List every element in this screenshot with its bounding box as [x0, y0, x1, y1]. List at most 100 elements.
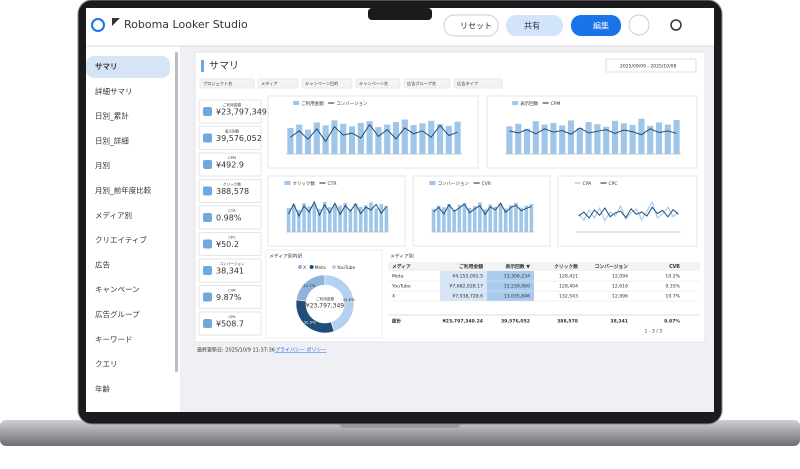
edit-button[interactable]: 編集: [571, 15, 621, 36]
kpi-icon: [203, 239, 212, 249]
bar: [638, 118, 645, 154]
bar: [340, 123, 347, 154]
kpi-value: 388,578: [216, 187, 249, 196]
bar: [296, 124, 303, 154]
line: [288, 200, 387, 218]
filter-label[interactable]: キャンペーン名: [359, 80, 388, 87]
table-cell: 13,239,960: [504, 284, 530, 290]
bar: [498, 203, 503, 232]
sorted-column: [487, 271, 534, 301]
table-cell: 128,404: [559, 284, 578, 290]
bar: [524, 205, 529, 232]
bar: [317, 208, 322, 232]
donut-title: メディア別内訳: [269, 253, 302, 260]
filter-dropdown[interactable]: [199, 78, 255, 89]
bar: [629, 125, 636, 154]
bar: [338, 205, 342, 232]
legend-swatch: [284, 181, 291, 185]
bar: [620, 123, 627, 154]
bar: [304, 129, 312, 154]
reset-button[interactable]: リセット: [443, 14, 499, 37]
filter-dropdown[interactable]: [301, 78, 353, 89]
filter-label[interactable]: 広告タイプ: [457, 80, 479, 87]
kpi-value: 9.87%: [216, 293, 242, 302]
kpi-value: 38,341: [216, 267, 244, 276]
bar: [673, 119, 680, 154]
filter-dropdown[interactable]: [257, 78, 299, 89]
sidebar-item[interactable]: メディア別: [95, 210, 132, 220]
bar: [576, 127, 583, 154]
kpi-icon: [203, 213, 212, 222]
filter-label[interactable]: プロジェクト名: [203, 80, 232, 87]
filter-dropdown[interactable]: [403, 78, 451, 89]
sidebar-item[interactable]: 月別: [95, 161, 110, 170]
kpi-value: ¥508.7: [216, 320, 244, 329]
legend-dot: [298, 265, 302, 269]
edit-label[interactable]: 編集: [593, 21, 609, 31]
sidebar-item[interactable]: 日別_累計: [95, 111, 129, 121]
filter-dropdown[interactable]: [355, 78, 401, 89]
bar: [327, 207, 332, 232]
sidebar-item[interactable]: クリエイティブ: [95, 235, 147, 245]
share-label[interactable]: 共有: [524, 21, 540, 31]
bar: [594, 124, 601, 154]
bar: [445, 125, 452, 154]
legend-label: ご利用金額: [301, 100, 324, 107]
slice-label: 22.7%: [303, 283, 315, 288]
legend-swatch: [512, 101, 519, 105]
table-cell: Meta: [392, 274, 404, 280]
sidebar-item[interactable]: サマリ: [95, 62, 118, 71]
sidebar-scrollbar: [175, 52, 178, 372]
kpi-card: [198, 205, 262, 230]
bar: [379, 204, 384, 232]
last-updated: 最終更新日: 2025/10/9 11:37:36: [197, 347, 275, 354]
kpi-card: [198, 99, 262, 124]
kpi-label: 表示回数: [225, 129, 240, 134]
table-header[interactable]: 表示回数 ▼: [504, 263, 530, 270]
sidebar-item[interactable]: 日別_詳細: [95, 135, 129, 145]
sidebar-item[interactable]: 詳細サマリ: [95, 86, 133, 96]
filter-label[interactable]: キャンペーン目的: [305, 80, 338, 87]
date-range[interactable]: 2025/09/09 - 2025/10/08: [620, 64, 676, 70]
help-button[interactable]: [670, 19, 682, 31]
sidebar-item[interactable]: キーワード: [95, 335, 133, 344]
table-cell: 10.2%: [665, 274, 680, 280]
bar: [515, 123, 522, 154]
filter-label[interactable]: 広告グループ名: [407, 80, 436, 87]
sidebar-item[interactable]: 広告グループ: [95, 309, 140, 319]
sidebar-item[interactable]: 年齢: [95, 383, 110, 393]
line: [509, 127, 677, 136]
bar: [478, 202, 482, 232]
sidebar-item[interactable]: キャンペーン: [95, 285, 140, 294]
bar: [585, 122, 592, 154]
table-header: コンバージョン: [595, 263, 629, 270]
bar: [472, 206, 477, 232]
privacy-link[interactable]: プライバシー ポリシー: [275, 347, 327, 354]
kpi-icon: [203, 160, 212, 169]
kpi-icon: [203, 319, 212, 328]
kpi-card: [198, 152, 262, 177]
menu-button[interactable]: [628, 14, 650, 36]
bar: [374, 208, 378, 232]
bar: [353, 203, 358, 232]
kpi-card: [198, 232, 262, 256]
kpi-label: コンバージョン: [219, 262, 244, 266]
table-total: 388,578: [557, 319, 578, 325]
kpi-value: ¥23,797,349: [216, 108, 267, 117]
reset-label[interactable]: リセット: [460, 22, 492, 31]
table-cell: YouTube: [391, 284, 411, 290]
share-button[interactable]: 共有: [506, 15, 563, 36]
sidebar-item[interactable]: クエリ: [95, 360, 118, 369]
filter-dropdown[interactable]: [453, 78, 503, 89]
table-title: メディア別: [390, 253, 414, 260]
pagination: 1 - 3 / 3: [645, 329, 663, 335]
sidebar-item[interactable]: 月別_前年度比較: [95, 185, 152, 195]
bar: [366, 121, 373, 154]
camera-notch: [368, 8, 432, 20]
filter-label[interactable]: メディア: [261, 80, 277, 87]
bar: [297, 210, 301, 232]
sidebar-item[interactable]: 広告: [95, 259, 110, 269]
donut-slice: [324, 274, 355, 332]
date-picker[interactable]: [605, 58, 697, 73]
